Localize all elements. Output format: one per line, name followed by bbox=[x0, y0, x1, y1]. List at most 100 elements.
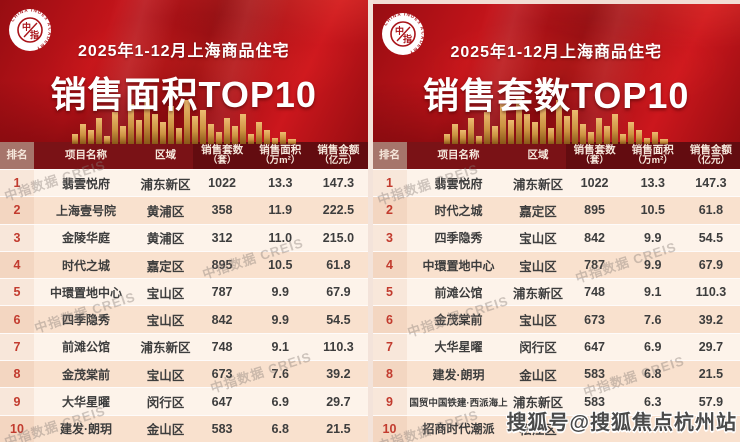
region-cell: 宝山区 bbox=[138, 361, 193, 388]
project-name-cell: 建发·朗玥 bbox=[34, 415, 138, 442]
rank-cell: 3 bbox=[0, 224, 34, 251]
column-header-line2: （套） bbox=[580, 155, 609, 167]
amount-cell: 57.9 bbox=[681, 388, 740, 415]
area-cell: 9.9 bbox=[623, 224, 682, 251]
rank-cell: 7 bbox=[0, 333, 34, 361]
area-cell: 9.1 bbox=[623, 279, 682, 306]
table-row: 2 上海壹号院 黄浦区 358 11.9 222.5 bbox=[0, 196, 368, 224]
banner-subtitle: 2025年1-12月上海商品住宅 bbox=[450, 44, 663, 61]
units-sold-cell: 312 bbox=[193, 224, 252, 251]
column-header-line1: 排名 bbox=[379, 148, 400, 161]
units-sold-cell: 673 bbox=[565, 306, 624, 333]
amount-cell: 61.8 bbox=[681, 197, 740, 224]
banner: CHINA INDEX ACADEMY 中 指 2025年1-12月上海商品住宅… bbox=[372, 4, 740, 144]
rank-cell: 1 bbox=[0, 170, 34, 197]
project-name-cell: 大华星曜 bbox=[34, 388, 138, 415]
table-row: 6 四季隐秀 宝山区 842 9.9 54.5 bbox=[0, 305, 368, 333]
region-cell: 闵行区 bbox=[138, 388, 193, 415]
project-name-cell: 翡雲悦府 bbox=[406, 170, 511, 197]
logo-char-bottom: 指 bbox=[403, 33, 412, 44]
table-row: 3 四季隐秀 宝山区 842 9.9 54.5 bbox=[372, 223, 740, 251]
region-cell: 黄浦区 bbox=[138, 224, 193, 251]
china-index-academy-logo: CHINA INDEX ACADEMY 中 指 bbox=[9, 8, 52, 51]
region-cell: 松江区 bbox=[510, 415, 566, 442]
area-cell: 11.0 bbox=[251, 224, 310, 251]
column-header-line1: 排名 bbox=[6, 148, 28, 161]
rank-cell: 8 bbox=[372, 361, 407, 388]
project-name-cell: 国贸中国铁建·西派海上 bbox=[406, 388, 511, 415]
region-cell: 宝山区 bbox=[510, 224, 566, 251]
column-header-line1: 销售套数 bbox=[201, 144, 244, 156]
area-cell: 13.3 bbox=[251, 170, 310, 197]
column-header: 销售套数 （套） bbox=[565, 142, 624, 169]
column-header-line2: （亿元） bbox=[691, 155, 730, 167]
table-row: 10 建发·朗玥 金山区 583 6.8 21.5 bbox=[0, 414, 368, 442]
rank-cell: 2 bbox=[372, 197, 407, 224]
table-body: 1 翡雲悦府 浦东新区 1022 13.3 147.3 2 上海壹号院 黄浦区 358 11.9 22… bbox=[0, 169, 368, 442]
column-header: 销售面积 （万m²） bbox=[251, 142, 310, 169]
banner-title: 销售套数TOP10 bbox=[423, 75, 690, 116]
rank-cell: 4 bbox=[0, 251, 34, 279]
project-name-cell: 前滩公馆 bbox=[406, 279, 511, 306]
table-header: 排名 项目名称 区域 销售套数 （套） 销售面积 （万m²） 销售金额 （亿元） bbox=[372, 142, 740, 169]
area-cell: 7.6 bbox=[623, 306, 682, 333]
table-row: 10 招商时代潮派 松江区 bbox=[372, 414, 740, 442]
project-name-cell: 时代之城 bbox=[34, 251, 138, 279]
project-name-cell: 时代之城 bbox=[406, 197, 511, 224]
units-sold-cell: 583 bbox=[193, 415, 252, 442]
table-row: 8 金茂棠前 宝山区 673 7.6 39.2 bbox=[0, 360, 368, 388]
area-cell: 6.8 bbox=[251, 415, 310, 442]
units-sold-cell: 358 bbox=[193, 197, 252, 224]
column-header: 区域 bbox=[138, 142, 193, 169]
column-header-line1: 区域 bbox=[527, 148, 549, 161]
column-header: 销售面积 （万m²） bbox=[623, 142, 682, 169]
project-name-cell: 中環置地中心 bbox=[406, 251, 511, 279]
region-cell: 浦东新区 bbox=[510, 279, 566, 306]
table-row: 5 前滩公馆 浦东新区 748 9.1 110.3 bbox=[372, 278, 740, 306]
project-name-cell: 金陵华庭 bbox=[34, 224, 138, 251]
area-cell: 6.9 bbox=[623, 333, 682, 361]
area-cell: 10.5 bbox=[623, 197, 682, 224]
column-header-line1: 销售面积 bbox=[259, 144, 302, 156]
rank-cell: 10 bbox=[0, 415, 34, 442]
table-row: 1 翡雲悦府 浦东新区 1022 13.3 147.3 bbox=[0, 169, 368, 197]
region-cell: 闵行区 bbox=[510, 333, 566, 361]
banner: CHINA INDEX ACADEMY 中 指 2025年1-12月上海商品住宅… bbox=[0, 0, 368, 144]
area-cell: 9.9 bbox=[251, 306, 310, 333]
amount-cell: 67.9 bbox=[309, 279, 368, 306]
area-cell: 9.9 bbox=[251, 279, 310, 306]
units-sold-cell: 842 bbox=[193, 306, 252, 333]
column-header: 销售套数 （套） bbox=[193, 142, 252, 169]
region-cell: 黄浦区 bbox=[138, 197, 193, 224]
rank-cell: 7 bbox=[372, 333, 407, 361]
panel-sales-area-top10: CHINA INDEX ACADEMY 中 指 2025年1-12月上海商品住宅… bbox=[0, 0, 368, 442]
column-header: 销售金额 （亿元） bbox=[309, 142, 368, 169]
table-header: 排名 项目名称 区域 销售套数 （套） 销售面积 （万m²） 销售金额 （亿元） bbox=[0, 142, 368, 169]
table-row: 1 翡雲悦府 浦东新区 1022 13.3 147.3 bbox=[372, 169, 740, 197]
units-sold-cell bbox=[565, 415, 624, 442]
logo-char-top: 中 bbox=[22, 21, 31, 32]
rank-cell: 6 bbox=[0, 306, 34, 333]
rank-cell: 10 bbox=[372, 415, 407, 442]
rank-cell: 2 bbox=[0, 197, 34, 224]
region-cell: 金山区 bbox=[510, 361, 566, 388]
amount-cell: 110.3 bbox=[681, 279, 740, 306]
amount-cell: 39.2 bbox=[681, 306, 740, 333]
column-header-line2: （亿元） bbox=[319, 155, 358, 167]
units-sold-cell: 748 bbox=[193, 333, 252, 361]
city-skyline-graphic bbox=[444, 98, 669, 144]
area-cell: 13.3 bbox=[623, 170, 682, 197]
amount-cell: 110.3 bbox=[309, 333, 368, 361]
units-sold-cell: 1022 bbox=[565, 170, 624, 197]
column-header: 区域 bbox=[510, 142, 566, 169]
column-header-line1: 销售面积 bbox=[631, 144, 674, 156]
rank-cell: 9 bbox=[0, 388, 34, 415]
area-cell: 10.5 bbox=[251, 251, 310, 279]
amount-cell: 54.5 bbox=[681, 224, 740, 251]
column-header: 项目名称 bbox=[406, 142, 511, 169]
region-cell: 宝山区 bbox=[138, 279, 193, 306]
rank-cell: 6 bbox=[372, 306, 407, 333]
region-cell: 宝山区 bbox=[510, 306, 566, 333]
table-row: 7 前滩公馆 浦东新区 748 9.1 110.3 bbox=[0, 332, 368, 361]
